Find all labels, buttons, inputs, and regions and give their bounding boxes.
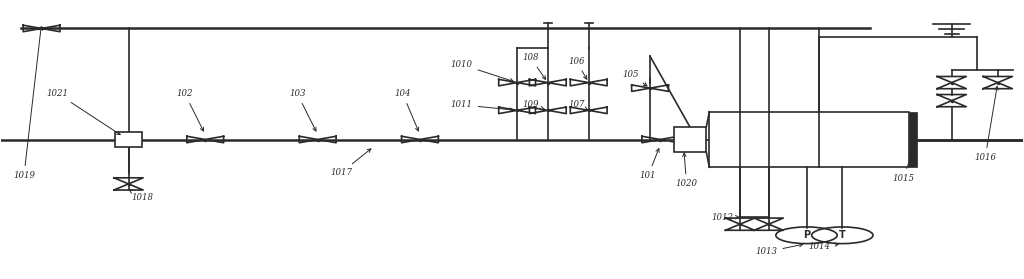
Bar [674,127,707,152]
Bar [710,112,908,167]
Text: 1017: 1017 [330,149,371,177]
Text: 1018: 1018 [129,190,154,202]
Text: 101: 101 [640,149,659,180]
Text: 1011: 1011 [451,100,513,111]
Text: P: P [803,230,810,240]
Text: 105: 105 [623,70,647,86]
Text: 1010: 1010 [451,60,513,82]
Text: 108: 108 [522,53,546,80]
Text: 1016: 1016 [974,86,998,162]
Text: 104: 104 [394,89,419,131]
Text: 1020: 1020 [676,153,697,188]
Text: 103: 103 [289,89,316,131]
Text: 1013: 1013 [756,243,803,256]
Text: 107: 107 [568,100,588,110]
Text: 1012: 1012 [712,213,739,222]
Text: T: T [839,230,846,240]
Text: 1019: 1019 [13,27,42,180]
Text: 1015: 1015 [892,154,914,183]
Text: 1021: 1021 [47,89,120,134]
Text: 109: 109 [522,100,545,110]
Bar [908,112,916,167]
Text: 1014: 1014 [809,242,839,251]
Text: 102: 102 [176,89,204,131]
Bar [116,132,141,147]
Text: 106: 106 [568,57,587,79]
